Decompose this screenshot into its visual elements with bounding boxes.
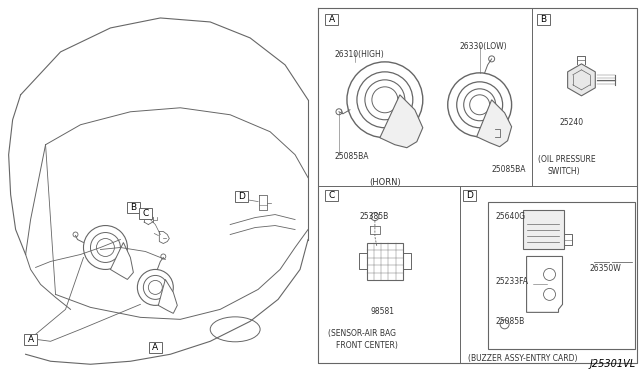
Circle shape [73,232,78,237]
Text: 26330(LOW): 26330(LOW) [460,42,508,51]
Polygon shape [111,243,133,279]
Text: A: A [329,16,335,25]
Text: 26350W: 26350W [589,264,621,273]
Polygon shape [158,279,177,313]
Text: (OIL PRESSURE: (OIL PRESSURE [538,155,595,164]
Polygon shape [527,256,563,312]
Text: C: C [142,209,148,218]
Text: 25085B: 25085B [495,317,525,326]
Polygon shape [477,100,511,147]
Bar [24,334,37,345]
Text: 25640G: 25640G [495,212,526,221]
Text: D: D [237,192,244,201]
Text: 25085BA: 25085BA [492,165,526,174]
Text: SWITCH): SWITCH) [548,167,580,176]
Circle shape [500,320,509,329]
Bar [367,243,403,280]
Circle shape [371,212,379,221]
Bar [139,208,152,219]
Circle shape [161,254,166,259]
Bar [326,15,339,25]
Circle shape [489,56,495,62]
Text: 25240: 25240 [559,118,584,127]
Text: 98581: 98581 [371,307,395,316]
Text: B: B [540,16,547,25]
Text: D: D [467,191,473,200]
Bar [537,15,550,25]
Text: (BUZZER ASSY-ENTRY CARD): (BUZZER ASSY-ENTRY CARD) [468,354,577,363]
Text: A: A [28,335,34,344]
Text: 25233FA: 25233FA [495,278,529,286]
Text: C: C [329,191,335,200]
Bar [149,342,162,353]
Text: A: A [152,343,158,352]
Text: (HORN): (HORN) [369,178,401,187]
Bar [127,202,140,213]
Bar [326,190,339,201]
Text: 25385B: 25385B [360,212,389,221]
Text: J25301VL: J25301VL [589,359,636,369]
Polygon shape [380,95,423,148]
Text: FRONT CENTER): FRONT CENTER) [336,341,398,350]
Circle shape [336,109,342,115]
Polygon shape [568,64,595,96]
Text: (SENSOR-AIR BAG: (SENSOR-AIR BAG [328,329,396,338]
Bar [523,209,564,250]
Text: 25085BA: 25085BA [335,152,369,161]
Bar [488,202,636,349]
Bar [235,191,248,202]
Bar [463,190,476,201]
Text: B: B [131,203,136,212]
Text: 26310(HIGH): 26310(HIGH) [335,50,385,59]
